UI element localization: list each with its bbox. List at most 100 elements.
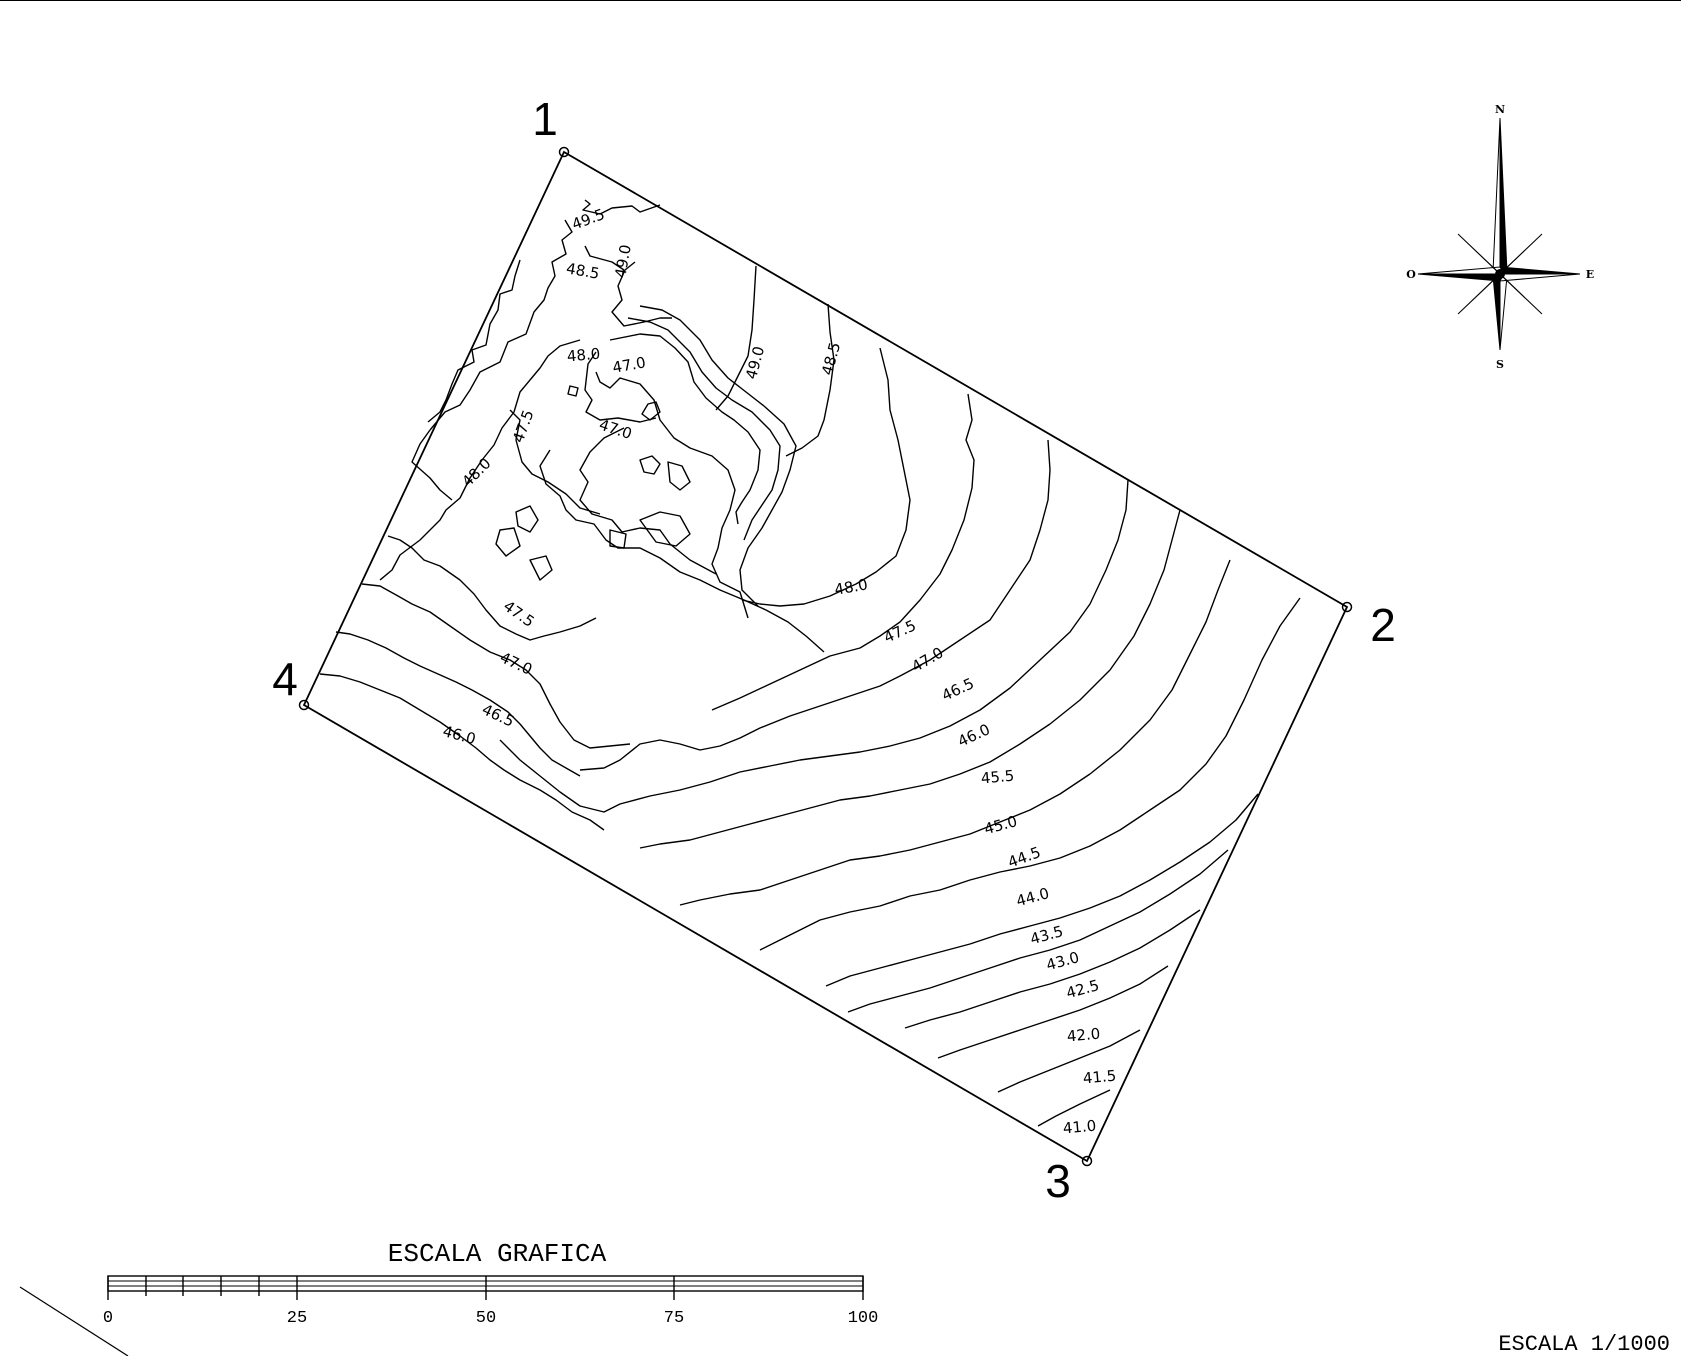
contour-label: 46.0 xyxy=(441,722,478,748)
graphic-scale-bar: ESCALA GRAFICA 0 25 50 75 100 xyxy=(103,1239,878,1328)
contour-line xyxy=(427,259,521,423)
contour-line xyxy=(741,347,911,607)
contour-line xyxy=(567,385,579,397)
scale-bar-title: ESCALA GRAFICA xyxy=(388,1239,607,1269)
compass-south-label: S xyxy=(1496,358,1504,371)
contour-line xyxy=(759,597,1301,951)
contour-line xyxy=(579,439,1051,771)
contour-label: 42.0 xyxy=(1066,1025,1101,1046)
contour-line xyxy=(627,317,781,541)
compass-north-label: N xyxy=(1495,103,1505,116)
contour-label: 49.0 xyxy=(742,344,768,381)
contour-label: 47.5 xyxy=(881,616,919,646)
contour-line xyxy=(411,429,453,501)
contour-label: 48.5 xyxy=(565,259,601,283)
vertex-label: 4 xyxy=(272,653,298,705)
scale-tick-label: 75 xyxy=(664,1309,684,1328)
contour-line xyxy=(579,427,717,575)
contour-line xyxy=(825,793,1259,987)
vertex-marker xyxy=(1341,601,1353,613)
vertex-label: 1 xyxy=(532,93,558,145)
scale-tick-label: 25 xyxy=(287,1309,307,1328)
contour-label: 47.0 xyxy=(909,644,947,676)
vertex-marker xyxy=(558,146,570,158)
contour-line xyxy=(997,1029,1141,1093)
contour-label: 46.0 xyxy=(955,720,993,750)
scale-tick-label: 0 xyxy=(103,1309,113,1328)
contour-line xyxy=(515,505,539,533)
contour-line xyxy=(387,535,597,641)
contour-line xyxy=(609,529,627,549)
contour-line xyxy=(595,371,749,619)
contour-label: 41.5 xyxy=(1082,1067,1117,1088)
contour-label: 46.5 xyxy=(939,674,977,704)
contour-label: 47.0 xyxy=(611,353,647,377)
contour-line xyxy=(641,401,661,421)
contour-labels: 49.5 49.0 48.5 48.5 49.0 48.0 47.0 47.5 … xyxy=(441,205,1117,1137)
contour-line xyxy=(335,631,581,777)
contour-line xyxy=(639,511,691,547)
contour-line xyxy=(499,479,1129,813)
contour-line xyxy=(711,393,975,711)
property-boundary xyxy=(302,150,1349,1163)
contour-label: 42.5 xyxy=(1064,976,1101,1002)
scale-tick-label: 50 xyxy=(476,1309,496,1328)
contour-line xyxy=(639,509,1181,849)
vertex-marker xyxy=(1081,1155,1093,1167)
contour-line xyxy=(904,909,1201,1029)
vertex-label: 3 xyxy=(1045,1155,1071,1207)
contour-label: 44.0 xyxy=(1014,884,1051,910)
sheet-corner-line xyxy=(19,1286,129,1356)
numeric-scale-label: ESCALA 1/1000 xyxy=(1498,1332,1670,1356)
compass-rose-icon: N S E O xyxy=(1406,103,1594,371)
contour-label: 48.0 xyxy=(833,575,869,599)
contour-line xyxy=(495,527,521,557)
contour-line xyxy=(609,333,761,525)
scale-tick-label: 100 xyxy=(848,1309,879,1328)
contour-label: 43.5 xyxy=(1028,922,1065,948)
contour-line xyxy=(584,245,625,271)
contour-line xyxy=(611,261,672,327)
vertex-4: 4 xyxy=(272,653,310,711)
contour-line xyxy=(379,339,581,581)
contour-line xyxy=(1037,1089,1111,1127)
contour-label: 47.5 xyxy=(500,597,538,631)
contour-label: 45.5 xyxy=(980,767,1015,788)
vertex-marker xyxy=(298,699,310,711)
contour-line xyxy=(785,303,835,457)
vertex-label: 2 xyxy=(1370,599,1396,651)
contour-line xyxy=(639,305,797,607)
vertex-1: 1 xyxy=(532,93,570,158)
compass-east-label: E xyxy=(1586,268,1594,281)
contour-line xyxy=(429,219,573,431)
contour-line xyxy=(937,965,1169,1059)
contour-label: 48.5 xyxy=(818,340,844,377)
contour-label: 49.0 xyxy=(611,243,635,279)
scale-bar-ticks xyxy=(107,1276,864,1300)
contour-line xyxy=(584,351,657,423)
contour-label: 48.0 xyxy=(566,345,601,366)
contour-label: 43.0 xyxy=(1044,948,1081,974)
contour-line xyxy=(529,555,553,581)
contour-line xyxy=(361,583,631,749)
contour-line xyxy=(509,409,601,515)
contour-line xyxy=(319,673,605,831)
contour-label: 45.0 xyxy=(982,812,1019,838)
contour-line xyxy=(539,449,825,653)
contour-label: 48.0 xyxy=(458,454,494,490)
contour-line xyxy=(847,849,1229,1013)
contour-lines xyxy=(319,199,1301,1127)
contour-line xyxy=(715,265,757,411)
contour-line xyxy=(639,455,661,475)
contour-label: 46.5 xyxy=(479,700,517,730)
compass-west-label: O xyxy=(1406,268,1416,281)
contour-label: 47.0 xyxy=(497,648,535,678)
contour-line xyxy=(582,199,661,215)
contour-line xyxy=(679,559,1231,906)
contour-line xyxy=(667,461,691,491)
contour-label: 41.0 xyxy=(1062,1117,1097,1138)
vertex-3: 3 xyxy=(1045,1155,1093,1207)
contour-label: 49.5 xyxy=(570,205,608,233)
vertex-2: 2 xyxy=(1341,599,1396,651)
